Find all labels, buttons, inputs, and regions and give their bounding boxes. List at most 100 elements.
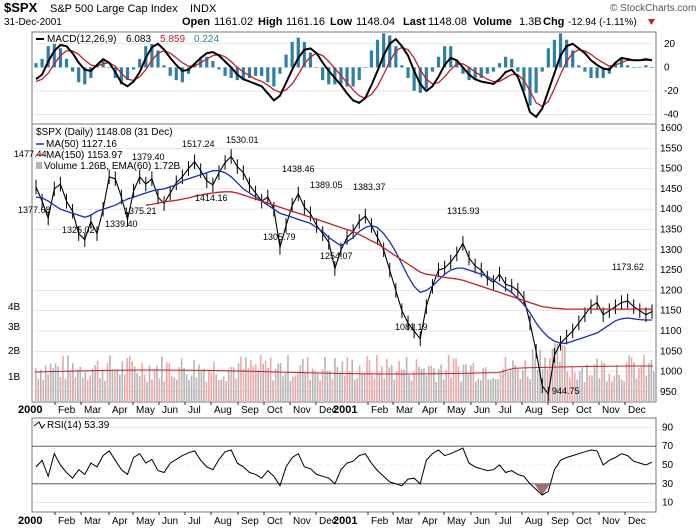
macd-histogram-bar	[577, 65, 581, 68]
volume-bar	[601, 361, 603, 402]
volume-bar	[44, 365, 47, 402]
price-legend-volume: Volume 1.26B, EMA(60) 1.72B	[44, 161, 181, 172]
volume-bar	[277, 363, 279, 402]
rsi-axis-year-label: 2001	[333, 515, 357, 527]
rsi-axis-month-label: Dec	[628, 516, 646, 527]
volume-bar	[306, 356, 309, 402]
rsi-axis-month-label: Apr	[422, 516, 438, 527]
volume-bar	[591, 375, 593, 402]
price-annotation: 1438.46	[282, 164, 315, 174]
volume-bar	[89, 375, 91, 402]
volume-tick-label: 4B	[8, 302, 21, 313]
price-ytick-label: 1200	[660, 285, 683, 296]
rsi-ytick-label: 90	[662, 422, 674, 433]
volume-bar	[566, 371, 569, 402]
volume-bar	[418, 366, 420, 402]
volume-bar	[610, 381, 613, 402]
volume-bar	[282, 376, 284, 402]
macd-histogram-bar	[278, 67, 282, 74]
volume-bar	[84, 372, 87, 402]
volume-bar	[615, 364, 618, 402]
volume-bar	[497, 379, 499, 402]
volume-bar	[220, 379, 222, 402]
macd-histogram-bar	[534, 67, 538, 93]
volume-bar	[319, 380, 321, 402]
volume-bar	[39, 369, 42, 402]
macd-histogram-bar	[308, 52, 313, 68]
price-axis-month-label: Feb	[371, 405, 389, 416]
macd-histogram-bar	[119, 67, 123, 85]
volume-bar	[62, 355, 64, 402]
price-axis-month-label: Jun	[162, 405, 178, 416]
macd-histogram-bar	[290, 41, 294, 68]
price-ytick-label: 1400	[660, 204, 683, 215]
macd-histogram-bar	[321, 67, 325, 81]
price-axis-month-label: Mar	[396, 405, 414, 416]
price-ytick-label: 1000	[660, 367, 683, 378]
volume-bar	[279, 363, 282, 402]
macd-histogram-bar	[70, 67, 75, 72]
volume-bar	[252, 366, 255, 402]
macd-histogram-bar	[314, 67, 319, 68]
volume-bar	[467, 373, 470, 402]
volume-bar	[42, 379, 45, 402]
volume-bar	[91, 368, 94, 402]
volume-bar	[35, 368, 37, 402]
macd-ytick-label: -40	[664, 110, 679, 121]
price-annotation: 1325.02	[62, 225, 95, 235]
macd-histogram-bar	[650, 67, 654, 68]
macd-histogram-bar	[412, 67, 416, 91]
macd-histogram-bar	[491, 67, 496, 72]
volume-bar	[346, 357, 349, 402]
price-axis-year-label: 2001	[333, 404, 357, 416]
macd-histogram-bar	[192, 63, 197, 68]
rsi-axis-month-label: Jul	[188, 516, 201, 527]
volume-bar	[400, 369, 403, 402]
macd-histogram-bar	[388, 35, 392, 68]
volume-bar	[262, 363, 265, 402]
volume-bar	[423, 368, 425, 402]
volume-bar	[650, 359, 653, 402]
volume-bar	[344, 375, 346, 402]
price-legend-spx: $SPX (Daily) 1148.08 (31 Dec)	[36, 127, 173, 138]
volume-bar	[208, 369, 210, 402]
macd-signal-line	[35, 46, 652, 108]
volume-bar	[339, 372, 341, 402]
volume-bar	[106, 362, 109, 402]
macd-histogram-bar	[77, 67, 81, 83]
volume-bar	[77, 369, 79, 402]
volume-bar	[133, 366, 136, 402]
volume-bar	[141, 362, 143, 402]
volume-bar	[578, 371, 581, 402]
volume-bar	[509, 368, 512, 402]
volume-bar	[148, 365, 151, 402]
volume-bar	[405, 357, 408, 402]
volume-bar	[564, 345, 566, 402]
volume-bar	[432, 368, 435, 402]
volume-bar	[161, 356, 163, 402]
last-value: 1148.08	[428, 16, 467, 28]
volume-bar	[86, 379, 89, 402]
price-axis-month-label: Dec	[628, 405, 646, 416]
exchange: INDX	[190, 3, 217, 15]
volume-bar	[348, 371, 351, 402]
macd-histogram-bar	[571, 50, 575, 68]
volume-bar	[588, 375, 591, 402]
volume-bar	[487, 379, 489, 402]
volume-bar	[111, 369, 114, 402]
price-annotation: 1379.40	[132, 152, 165, 162]
volume-bar	[593, 364, 596, 402]
volume-bar	[304, 372, 307, 402]
volume-bar	[190, 375, 193, 402]
macd-histogram-bar	[284, 54, 288, 68]
price-annotation: 1530.01	[226, 135, 259, 145]
volume-bar	[255, 364, 257, 402]
volume-bar	[232, 367, 235, 402]
volume-bar	[494, 378, 497, 402]
macd-histogram-bar	[229, 67, 233, 78]
price-annotation: 1477.44	[14, 149, 47, 159]
rsi-axis-month-label: Jun	[474, 516, 490, 527]
macd-legend: MACD(12,26,9) 6.083 5.859 0.224	[36, 34, 219, 45]
volume-bar	[121, 361, 124, 402]
rsi-axis-month-label: Oct	[267, 516, 283, 527]
